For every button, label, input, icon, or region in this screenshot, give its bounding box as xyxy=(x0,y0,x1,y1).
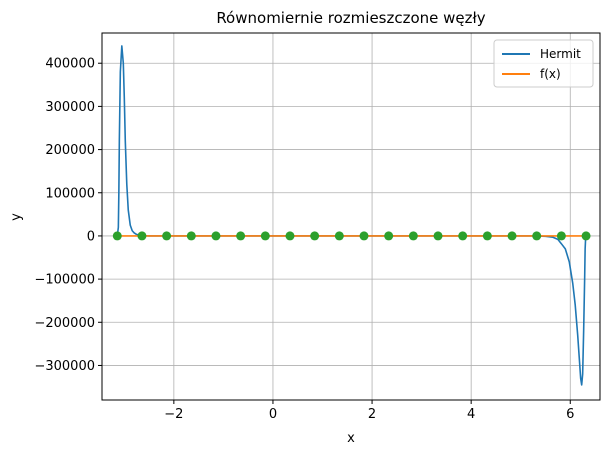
y-tick-label: 200000 xyxy=(45,143,95,158)
node-point xyxy=(112,231,122,241)
node-point xyxy=(556,231,566,241)
node-point xyxy=(260,231,270,241)
node-point xyxy=(236,231,246,241)
node-point xyxy=(334,231,344,241)
x-axis-label: x xyxy=(347,431,355,446)
x-tick-label: 2 xyxy=(368,407,376,422)
node-point xyxy=(408,231,418,241)
node-point xyxy=(458,231,468,241)
node-point xyxy=(384,231,394,241)
y-axis-label: y xyxy=(9,213,24,221)
node-point xyxy=(162,231,172,241)
node-point xyxy=(359,231,369,241)
node-point xyxy=(137,231,147,241)
legend-hermit-label: Hermit xyxy=(540,47,581,61)
axes xyxy=(101,32,601,401)
x-tick-label: 6 xyxy=(566,407,574,422)
node-point xyxy=(482,231,492,241)
y-tick-label: −300000 xyxy=(34,359,95,374)
node-point xyxy=(310,231,320,241)
x-tick-label: 0 xyxy=(269,407,277,422)
plot-frame xyxy=(101,32,601,401)
y-tick-label: 0 xyxy=(87,229,95,244)
legend-fx-label: f(x) xyxy=(540,67,561,81)
y-tick-label: 400000 xyxy=(45,57,95,72)
series-layer xyxy=(112,45,591,386)
y-tick-label: −200000 xyxy=(34,316,95,331)
y-tick-label: −100000 xyxy=(34,273,95,288)
node-point xyxy=(581,231,591,241)
node-point xyxy=(211,231,221,241)
node-point xyxy=(285,231,295,241)
node-point xyxy=(433,231,443,241)
node-point xyxy=(532,231,542,241)
node-point xyxy=(507,231,517,241)
y-tick-label: 100000 xyxy=(45,186,95,201)
legend-box xyxy=(493,39,594,88)
x-tick-label: 4 xyxy=(467,407,475,422)
y-tick-label: 300000 xyxy=(45,100,95,115)
ticks: −2 0 2 4 6 −300000 −200000 −100000 0 100000 200000… xyxy=(34,57,574,422)
chart-title: Równomiernie rozmieszczone węzły xyxy=(216,9,485,27)
x-tick-label: −2 xyxy=(164,407,183,422)
node-point xyxy=(186,231,196,241)
legend: Hermit f(x) xyxy=(493,39,594,88)
